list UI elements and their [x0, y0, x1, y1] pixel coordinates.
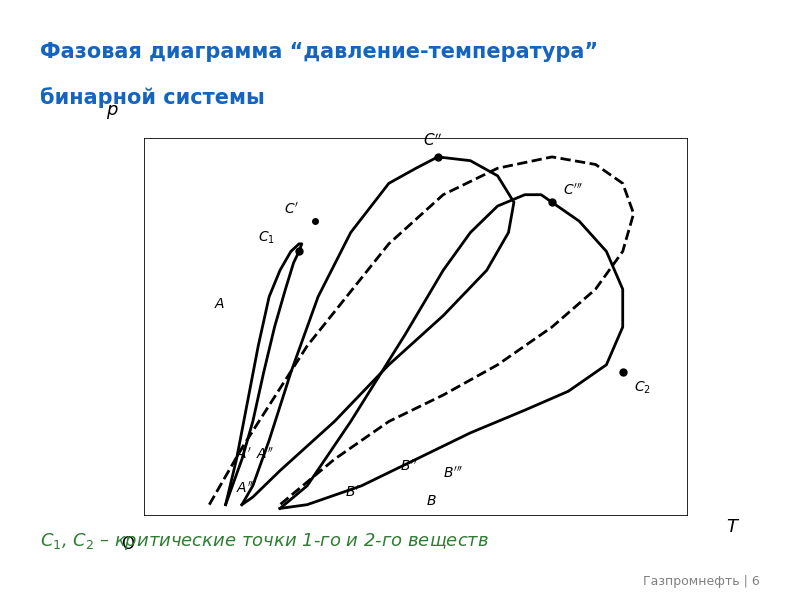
Text: Фазовая диаграмма “давление-температура”: Фазовая диаграмма “давление-температура” [40, 42, 598, 62]
Text: $A''$: $A''$ [255, 447, 274, 462]
Text: O: O [121, 535, 134, 553]
Text: $B''$: $B''$ [400, 458, 418, 473]
Text: p: p [106, 101, 117, 119]
Text: $C'''$: $C'''$ [563, 183, 583, 199]
Text: Газпромнефть | 6: Газпромнефть | 6 [643, 575, 760, 588]
Text: B: B [427, 494, 436, 508]
Text: $A'$: $A'$ [237, 447, 252, 462]
Text: $B'$: $B'$ [346, 485, 360, 500]
Text: $C_1$, $C_2$ – критические точки 1-го и 2-го веществ: $C_1$, $C_2$ – критические точки 1-го и … [40, 531, 489, 552]
Text: A: A [214, 297, 224, 311]
Text: $C_1$: $C_1$ [258, 229, 274, 246]
Text: $A'''$: $A'''$ [237, 481, 258, 496]
Text: $B'''$: $B'''$ [443, 466, 463, 481]
Text: $C'$: $C'$ [284, 202, 299, 217]
Text: $C_2$: $C_2$ [634, 380, 650, 397]
Text: T: T [726, 518, 737, 536]
Text: бинарной системы: бинарной системы [40, 87, 265, 108]
Text: $C''$: $C''$ [422, 133, 442, 149]
